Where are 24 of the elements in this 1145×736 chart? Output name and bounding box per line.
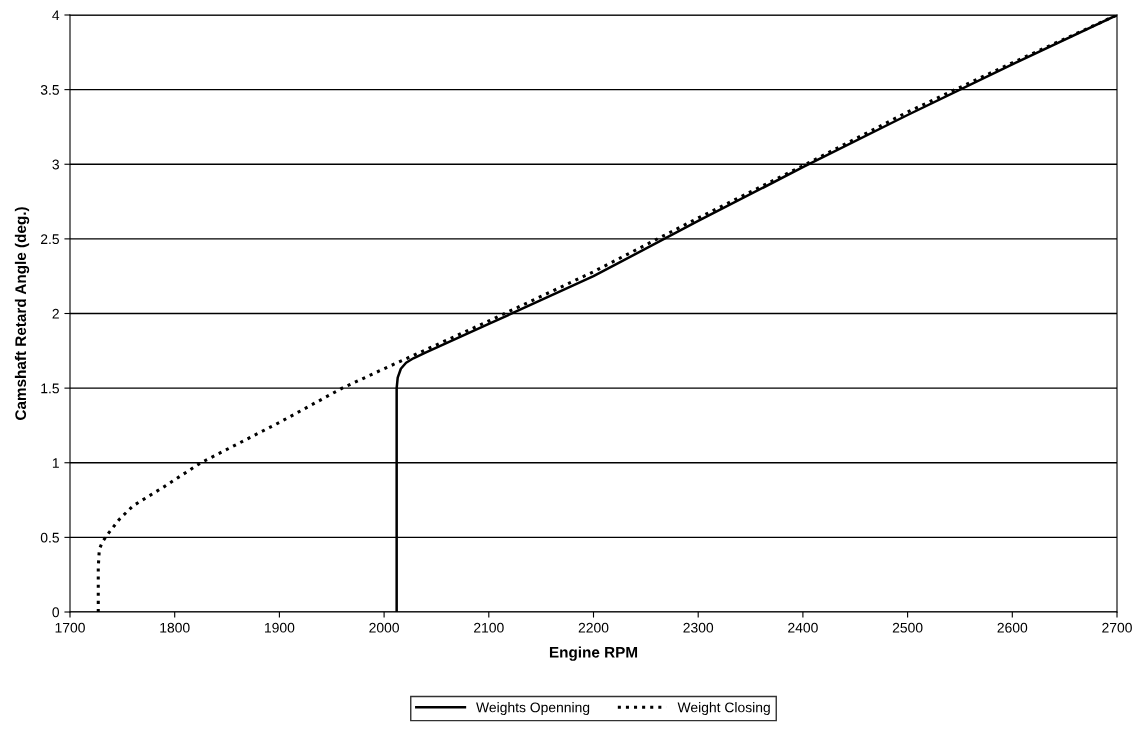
x-tick-label: 1900 (265, 622, 295, 633)
x-tick-label: 2100 (474, 622, 504, 633)
x-tick-label: 2700 (1102, 622, 1132, 633)
x-tick-label: 2000 (369, 622, 400, 633)
y-tick-label: 1 (52, 458, 59, 468)
x-tick-label: 2300 (683, 622, 714, 633)
x-tick-label: 2400 (788, 622, 818, 633)
legend-label: Weight Closing (677, 702, 770, 716)
y-tick-label: 0 (52, 607, 60, 618)
y-tick-label: 3 (52, 159, 59, 170)
x-tick-label: 2500 (892, 622, 923, 633)
y-tick-label: 2.5 (40, 234, 59, 245)
x-tick-label: 1700 (55, 622, 85, 633)
legend-label: Weights Openning (476, 702, 590, 716)
y-tick-label: 3.5 (40, 84, 59, 95)
y-axis-title: Camshaft Retard Angle (deg.) (14, 207, 30, 420)
y-tick-label: 0.5 (40, 532, 59, 543)
x-axis-title: Engine RPM (549, 646, 638, 661)
y-tick-label: 2 (52, 308, 59, 319)
y-tick-label: 4 (52, 10, 60, 21)
x-tick-label: 1800 (160, 622, 190, 633)
x-tick-label: 2200 (578, 622, 609, 633)
y-tick-label: 1.5 (41, 383, 59, 394)
x-tick-label: 2600 (997, 622, 1028, 633)
